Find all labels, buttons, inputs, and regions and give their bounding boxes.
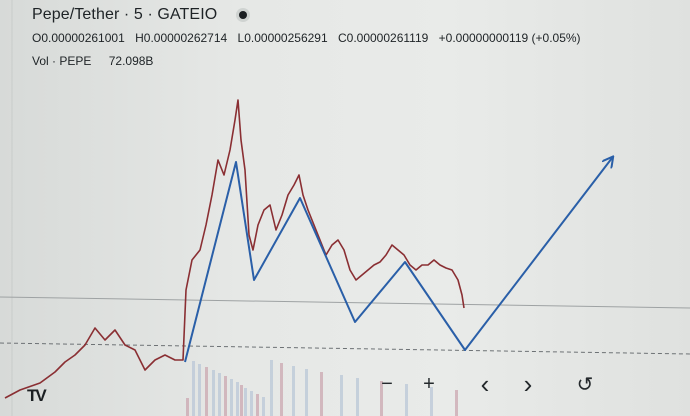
symbol-title[interactable]: Pepe/Tether · 5 · GATEIO — [32, 6, 218, 23]
volume-value: 72.098B — [108, 54, 154, 68]
volume-bar — [356, 378, 359, 416]
volume-bar — [224, 376, 227, 416]
volume-legend: Vol · PEPE 72.098B — [32, 54, 588, 68]
volume-bar — [186, 398, 189, 416]
symbol-legend: Pepe/Tether · 5 · GATEIO O0.00000261001 … — [32, 4, 588, 68]
volume-bar — [240, 385, 243, 416]
volume-bar — [198, 364, 201, 416]
tradingview-logo-icon[interactable]: TV — [27, 386, 47, 405]
volume-bar — [280, 363, 283, 416]
last-price-dashed-line — [0, 342, 690, 355]
volume-bar — [256, 394, 259, 416]
volume-bar — [205, 367, 208, 416]
volume-bar — [212, 370, 215, 416]
volume-bar — [262, 397, 265, 416]
price-series — [4, 99, 465, 399]
volume-bar — [192, 361, 195, 416]
volume-bar — [430, 387, 433, 416]
reset-chart-button[interactable]: ↺ — [576, 373, 594, 396]
volume-bar — [218, 373, 221, 416]
volume-bar — [305, 369, 308, 416]
open-value: O0.00000261001 — [32, 31, 125, 45]
volume-bar — [380, 381, 383, 416]
high-value: H0.00000262714 — [135, 31, 228, 45]
close-value: C0.00000261119 — [337, 31, 429, 45]
price-level-line — [0, 296, 690, 309]
volume-bar — [320, 372, 323, 416]
change-value: +0.00000000119 (+0.05%) — [438, 31, 581, 45]
volume-bar — [405, 384, 408, 416]
volume-bar — [340, 375, 343, 416]
volume-bar — [270, 360, 273, 416]
scroll-right-button[interactable]: › — [523, 368, 533, 399]
scroll-left-button[interactable]: ‹ — [480, 368, 490, 399]
ohlc-values: O0.00000261001 H0.00000262714 L0.0000025… — [32, 31, 588, 45]
volume-bar — [236, 382, 239, 416]
volume-bar — [230, 379, 233, 416]
market-status-dot-icon — [239, 11, 248, 19]
low-value: L0.00000256291 — [237, 31, 328, 45]
zoom-in-button[interactable]: + — [423, 372, 435, 395]
zoom-out-button[interactable]: − — [381, 372, 393, 395]
volume-bar — [250, 391, 253, 416]
volume-label[interactable]: Vol · PEPE — [32, 54, 92, 68]
volume-bar — [292, 366, 295, 416]
volume-bars — [186, 360, 458, 416]
wave-drawing[interactable] — [184, 158, 612, 363]
volume-bar — [244, 388, 247, 416]
volume-bar — [455, 390, 458, 416]
